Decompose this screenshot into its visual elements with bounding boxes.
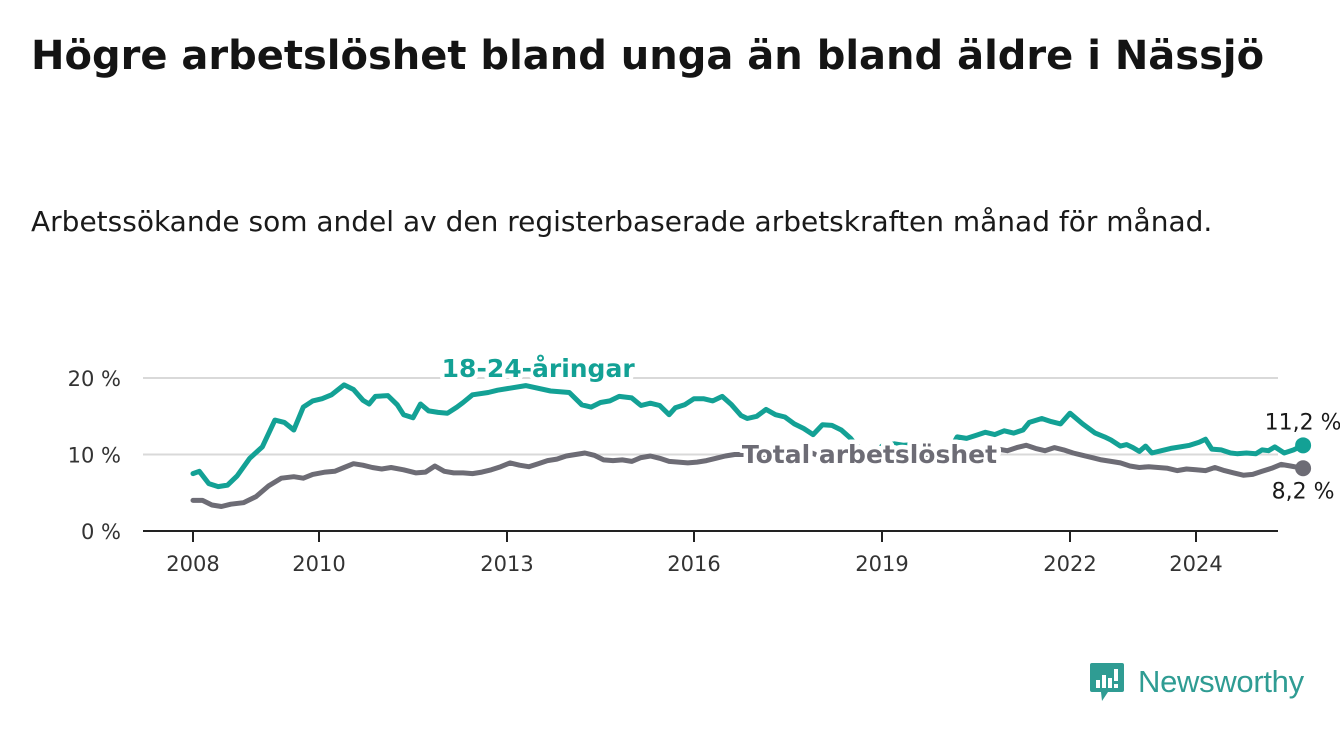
y-tick-label: 0 % <box>81 520 121 544</box>
end-markers: 11,2 % 8,2 % <box>1265 410 1340 504</box>
x-tick-label: 2024 <box>1169 552 1222 576</box>
chart-subtitle: Arbetssökande som andel av den registerb… <box>31 205 1213 238</box>
series-lines <box>190 382 1306 509</box>
x-tick-label: 2016 <box>667 552 720 576</box>
x-axis-ticks: 2008 2010 2013 2016 2019 2022 2024 <box>166 531 1223 576</box>
series-line <box>190 442 1306 509</box>
series-label-halo: 18-24-åringar <box>442 354 636 383</box>
series-label-halo: Total arbetslöshet <box>742 440 997 469</box>
end-value-label: 11,2 % <box>1265 410 1340 435</box>
newsworthy-logo-icon <box>1090 663 1124 701</box>
y-tick-label: 10 % <box>68 444 121 468</box>
end-value-label: 8,2 % <box>1272 479 1335 504</box>
series-line <box>190 382 1306 490</box>
x-tick-label: 2013 <box>480 552 533 576</box>
series-label: Total arbetslöshet <box>742 440 997 469</box>
gridlines <box>143 377 1278 456</box>
end-point-marker <box>1295 437 1312 454</box>
x-tick-label: 2022 <box>1043 552 1096 576</box>
x-tick-label: 2008 <box>166 552 219 576</box>
chart-title: Högre arbetslöshet bland unga än bland ä… <box>31 33 1265 79</box>
x-tick-label: 2010 <box>292 552 345 576</box>
brand-name: Newsworthy <box>1138 664 1304 699</box>
end-point-marker <box>1295 460 1312 477</box>
y-axis-ticks: 0 % 10 % 20 % <box>68 367 121 544</box>
newsworthy-brand: Newsworthy <box>1088 660 1304 704</box>
series-label: 18-24-åringar <box>442 354 636 383</box>
x-tick-label: 2019 <box>855 552 908 576</box>
y-tick-label: 20 % <box>68 367 121 391</box>
